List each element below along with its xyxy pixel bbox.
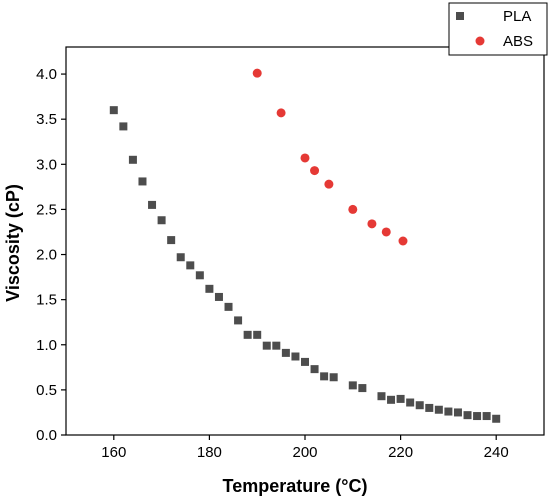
legend-label-abs: ABS — [503, 33, 533, 50]
pla-point — [148, 200, 157, 209]
pla-point — [482, 412, 491, 421]
pla-point — [348, 381, 357, 390]
y-tick-label: 2.0 — [36, 247, 57, 264]
x-tick-label: 200 — [292, 444, 317, 461]
pla-point — [128, 155, 137, 164]
plot-area: 160 180 200 220 240 0.0 0.5 1.0 1.5 2.0 2.5 3.0 3.5 4… — [36, 46, 545, 461]
pla-point — [138, 177, 147, 186]
legend-label-pla: PLA — [503, 8, 531, 25]
pla-point — [387, 395, 396, 404]
pla-point — [214, 292, 223, 301]
pla-point — [157, 216, 166, 225]
abs-point — [300, 153, 310, 163]
pla-point — [358, 384, 367, 393]
y-axis-title: Viscosity (cP) — [3, 184, 23, 302]
abs-point — [381, 227, 391, 237]
x-tick-label: 220 — [388, 444, 413, 461]
abs-point — [348, 204, 358, 214]
abs-point — [310, 166, 320, 176]
pla-point — [119, 122, 128, 131]
x-tick-label: 240 — [484, 444, 509, 461]
pla-point — [195, 271, 204, 280]
pla-point — [425, 403, 434, 412]
pla-point — [176, 253, 185, 262]
x-tick-label: 160 — [101, 444, 126, 461]
pla-point — [396, 394, 405, 403]
y-tick-label: 1.5 — [36, 292, 57, 309]
y-tick-label: 0.5 — [36, 382, 57, 399]
pla-point — [320, 372, 329, 381]
abs-point — [276, 108, 286, 118]
y-tick-label: 3.0 — [36, 156, 57, 173]
y-tick-label: 2.5 — [36, 201, 57, 218]
pla-point — [492, 414, 501, 423]
pla-point — [253, 330, 262, 339]
abs-point — [398, 236, 408, 246]
y-tick-label: 4.0 — [36, 66, 57, 83]
legend-marker-pla — [456, 12, 464, 20]
pla-point — [444, 407, 453, 416]
abs-point — [324, 179, 334, 189]
pla-point — [434, 405, 443, 414]
abs-point — [252, 68, 262, 78]
pla-point — [186, 261, 195, 270]
legend-marker-abs — [475, 36, 485, 46]
pla-point — [473, 412, 482, 421]
pla-point — [234, 316, 243, 325]
x-axis-title: Temperature (°C) — [223, 476, 368, 496]
y-tick-label: 0.0 — [36, 427, 57, 444]
pla-point — [310, 365, 319, 374]
x-tick-label: 180 — [197, 444, 222, 461]
pla-point — [272, 341, 281, 350]
pla-point — [415, 401, 424, 410]
pla-point — [224, 302, 233, 311]
pla-point — [243, 330, 252, 339]
pla-point — [453, 408, 462, 417]
pla-point — [109, 106, 118, 115]
pla-point — [167, 236, 176, 245]
y-tick-label: 1.0 — [36, 337, 57, 354]
legend-box — [448, 2, 548, 56]
pla-point — [291, 352, 300, 361]
legend: PLA ABS — [448, 2, 548, 56]
pla-point — [463, 411, 472, 420]
pla-point — [205, 284, 214, 293]
pla-point — [281, 348, 290, 357]
pla-point — [262, 341, 271, 350]
pla-point — [377, 392, 386, 401]
abs-point — [367, 219, 377, 229]
y-tick-label: 3.5 — [36, 111, 57, 128]
pla-point — [406, 398, 415, 407]
pla-point — [301, 357, 309, 366]
pla-point — [329, 373, 338, 382]
